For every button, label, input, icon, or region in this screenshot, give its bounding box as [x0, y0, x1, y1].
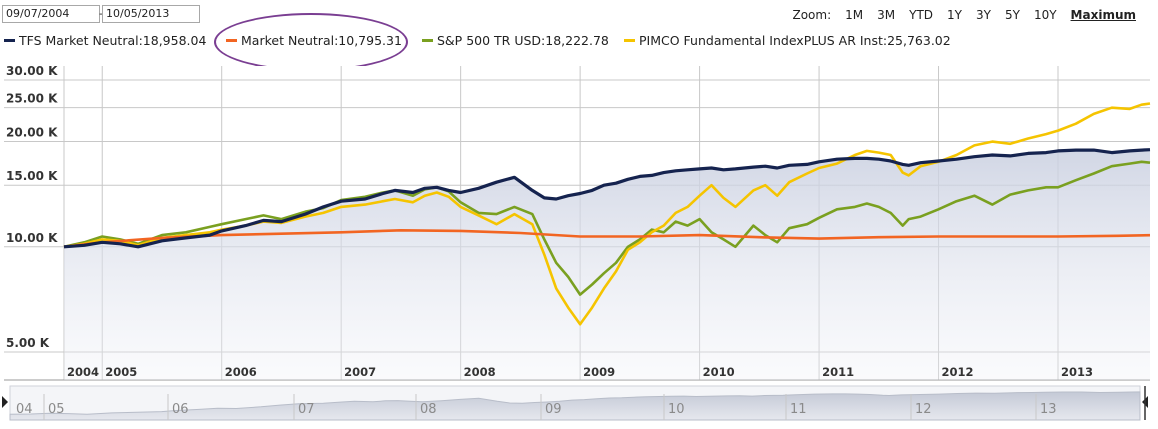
- legend-label-tfs: TFS Market Neutral:18,958.04: [19, 33, 207, 48]
- navigator-year-label: 07: [298, 402, 315, 417]
- y-tick-label: 5.00 K: [6, 336, 50, 350]
- zoom-3m-button[interactable]: 3M: [877, 8, 896, 22]
- x-tick-label: 2004: [67, 365, 99, 379]
- zoom-1y-button[interactable]: 1Y: [947, 8, 962, 22]
- zoom-10y-button[interactable]: 10Y: [1033, 8, 1057, 22]
- legend-item-sp500[interactable]: S&P 500 TR USD:18,222.78: [422, 33, 609, 48]
- date-range-separator: -: [99, 7, 103, 20]
- start-date-input[interactable]: 09/07/2004: [2, 5, 100, 23]
- navigator-year-label: 04: [16, 402, 33, 417]
- x-tick-label: 2010: [703, 365, 735, 379]
- y-tick-label: 25.00 K: [6, 92, 58, 106]
- navigator-year-label: 10: [668, 402, 685, 417]
- x-tick-label: 2012: [942, 365, 974, 379]
- series-line-s-p-500-tr-usd: [63, 160, 1151, 296]
- navigator-left-handle[interactable]: [2, 396, 8, 408]
- zoom-bar: Zoom: 1M 3M YTD 1Y 3Y 5Y 10Y Maximum: [792, 8, 1136, 22]
- legend-swatch-tfs: [4, 39, 15, 42]
- legend-swatch-pimco: [624, 39, 635, 42]
- series-line-tfs-market-neutral: [63, 148, 1151, 249]
- legend-label-pimco: PIMCO Fundamental IndexPLUS AR Inst:25,7…: [639, 33, 951, 48]
- x-tick-label: 2009: [583, 365, 615, 379]
- legend-label-market-neutral: Market Neutral:10,795.31: [241, 33, 402, 48]
- navigator-year-label: 11: [790, 402, 807, 417]
- zoom-ytd-button[interactable]: YTD: [909, 8, 934, 22]
- legend-item-pimco[interactable]: PIMCO Fundamental IndexPLUS AR Inst:25,7…: [624, 33, 951, 48]
- navigator-year-label: 09: [545, 402, 562, 417]
- legend-swatch-sp500: [422, 39, 433, 42]
- navigator-year-label: 08: [420, 402, 437, 417]
- legend-swatch-market-neutral: [226, 39, 237, 42]
- zoom-maximum-button[interactable]: Maximum: [1070, 8, 1136, 22]
- navigator-year-label: 13: [1040, 402, 1057, 417]
- x-tick-label: 2006: [225, 365, 257, 379]
- navigator-series-area: [9, 391, 1141, 421]
- x-tick-label: 2008: [464, 365, 496, 379]
- zoom-1m-button[interactable]: 1M: [845, 8, 864, 22]
- y-tick-label: 15.00 K: [6, 169, 58, 183]
- navigator-year-label: 12: [915, 402, 932, 417]
- y-tick-label: 30.00 K: [6, 64, 58, 78]
- navigator-year-label: 06: [172, 402, 189, 417]
- x-tick-label: 2007: [344, 365, 376, 379]
- x-tick-label: 2005: [105, 365, 137, 379]
- x-tick-label: 2013: [1061, 365, 1093, 379]
- zoom-5y-button[interactable]: 5Y: [1004, 8, 1020, 22]
- legend-item-market-neutral[interactable]: Market Neutral:10,795.31: [226, 33, 402, 48]
- end-date-input[interactable]: 10/05/2013: [102, 5, 200, 23]
- y-tick-label: 10.00 K: [6, 231, 58, 245]
- series-line-market-neutral: [63, 229, 1151, 249]
- zoom-label: Zoom:: [792, 8, 832, 22]
- x-tick-label: 2011: [822, 365, 854, 379]
- zoom-3y-button[interactable]: 3Y: [976, 8, 991, 22]
- legend-label-sp500: S&P 500 TR USD:18,222.78: [437, 33, 609, 48]
- legend-item-tfs[interactable]: TFS Market Neutral:18,958.04: [4, 33, 206, 48]
- navigator-year-label: 05: [48, 402, 65, 417]
- y-tick-label: 20.00 K: [6, 126, 58, 140]
